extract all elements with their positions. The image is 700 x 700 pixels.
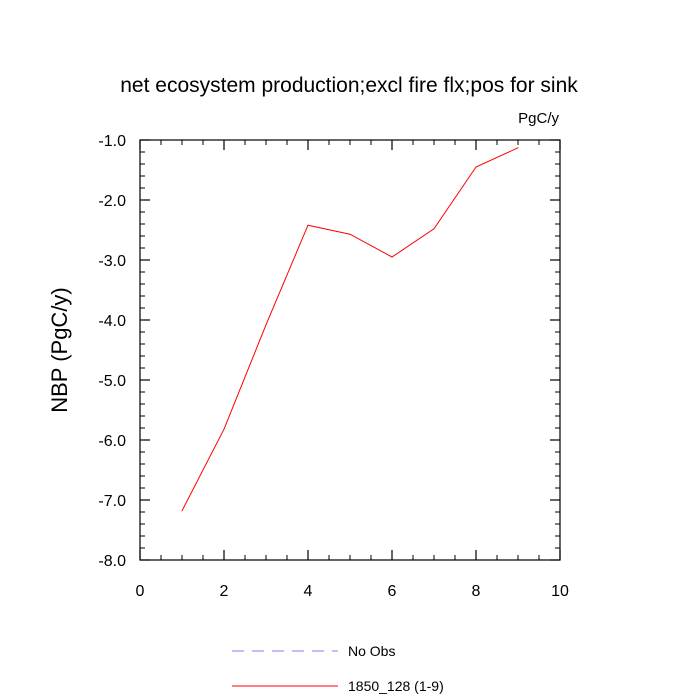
x-tick-label: 6 [388, 583, 397, 600]
y-tick-label: -6.0 [98, 433, 126, 450]
legend-label: No Obs [348, 643, 395, 659]
y-tick-label: -1.0 [98, 133, 126, 150]
y-tick-label: -3.0 [98, 253, 126, 270]
x-tick-label: 4 [304, 583, 313, 600]
series-point [181, 510, 183, 512]
series-point [265, 324, 267, 326]
series-point [223, 428, 225, 430]
series-point [349, 233, 351, 235]
series-point [517, 147, 519, 149]
y-tick-label: -7.0 [98, 493, 126, 510]
y-tick-label: -2.0 [98, 193, 126, 210]
series-point [433, 228, 435, 230]
y-tick-label: -4.0 [98, 313, 126, 330]
series-point [475, 166, 477, 168]
y-tick-label: -8.0 [98, 553, 126, 570]
series-layer [181, 147, 519, 512]
x-tick-label: 0 [136, 583, 145, 600]
y-tick-label: -5.0 [98, 373, 126, 390]
series-point [391, 256, 393, 258]
legend-label: 1850_128 (1-9) [348, 678, 444, 694]
axes: 0 2 4 6 8 10 -8.0 -7.0 -6.0 -5.0 -4.0 -3.0 -2.0 -1.0 [98, 133, 569, 600]
y-axis-label: NBP (PgC/y) [47, 287, 72, 413]
plot-frame [139, 139, 561, 561]
x-tick-label: 8 [472, 583, 481, 600]
x-tick-label: 10 [551, 583, 569, 600]
x-tick-label: 2 [220, 583, 229, 600]
legend: No Obs 1850_128 (1-9) [232, 643, 444, 694]
units-label: PgC/y [518, 110, 559, 127]
chart-title: net ecosystem production;excl fire flx;p… [120, 74, 578, 97]
series-line [181, 147, 519, 512]
series-point [307, 224, 309, 226]
